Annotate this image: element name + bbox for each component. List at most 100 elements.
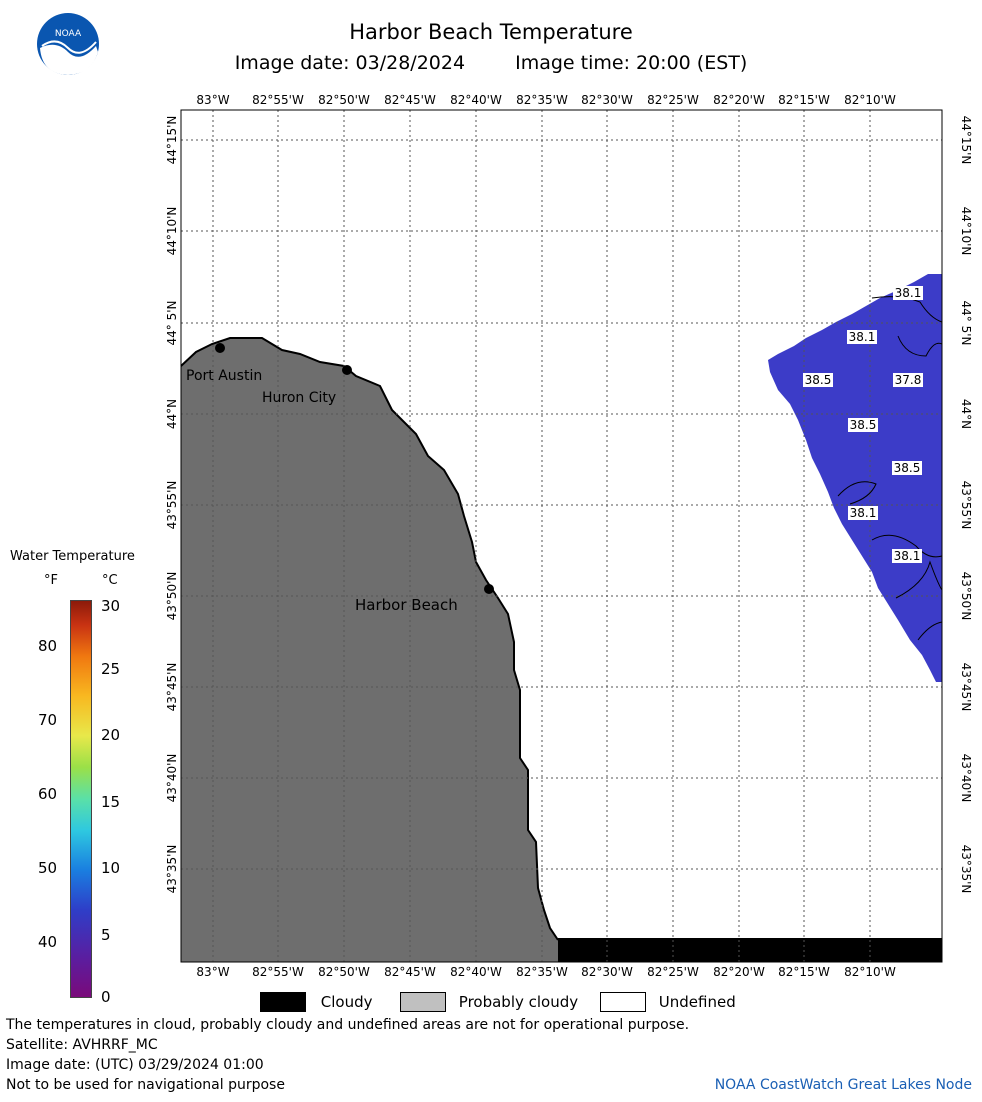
note-navigation: Not to be used for navigational purpose	[6, 1077, 285, 1093]
lat-label: 43°50'N	[165, 572, 179, 621]
lon-label: 82°40'W	[450, 965, 502, 979]
lat-label: 43°55'N	[959, 481, 973, 530]
lat-label: 44°15'N	[165, 116, 179, 165]
place-label-port-austin: Port Austin	[186, 368, 262, 384]
legend-probably-cloudy: Probably cloudy	[400, 992, 578, 1012]
lon-label: 82°50'W	[318, 93, 370, 107]
lon-label: 83°W	[196, 965, 229, 979]
temp-label: 38.5	[894, 461, 921, 475]
lat-label: 44° 5'N	[165, 301, 179, 346]
temp-label: 38.1	[895, 286, 922, 300]
legend-undefined: Undefined	[600, 992, 736, 1012]
f-label: 80	[38, 637, 58, 655]
legend-unit-f: °F	[44, 573, 58, 588]
page-title: Harbor Beach Temperature	[349, 20, 633, 44]
temperature-map: 83°W 82°55'W 82°50'W 82°45'W 82°40'W 82°…	[165, 93, 973, 979]
temp-label: 37.8	[895, 373, 922, 387]
lat-label: 43°45'N	[165, 663, 179, 712]
f-label: 70	[38, 711, 58, 729]
temp-label: 38.1	[850, 506, 877, 520]
temperature-labels: 38.1 38.1 38.5 37.8 38.5 38.5 38.1 38.1	[803, 286, 923, 563]
color-scale-bar	[70, 600, 92, 998]
lon-label: 82°35'W	[516, 93, 568, 107]
lat-label: 44° 5'N	[959, 301, 973, 346]
lon-label: 82°20'W	[713, 965, 765, 979]
lat-label: 44°10'N	[165, 207, 179, 256]
lon-label: 82°55'W	[252, 93, 304, 107]
lon-label: 82°50'W	[318, 965, 370, 979]
lat-labels-right: 44°15'N 44°10'N 44° 5'N 44°N 43°55'N 43°…	[959, 116, 973, 894]
lat-label: 43°45'N	[959, 663, 973, 712]
cloudy-label: Cloudy	[320, 992, 373, 1011]
lat-label: 44°15'N	[959, 116, 973, 165]
lat-label: 43°40'N	[165, 754, 179, 803]
coastline	[180, 337, 559, 941]
place-marker-harbor-beach	[484, 584, 494, 594]
image-date: Image date: 03/28/2024	[234, 52, 466, 74]
note-operational: The temperatures in cloud, probably clou…	[6, 1017, 690, 1033]
lat-labels-left: 44°15'N 44°10'N 44° 5'N 44°N 43°55'N 43°…	[165, 116, 179, 894]
c-label: 20	[101, 726, 121, 744]
lat-label: 43°55'N	[165, 481, 179, 530]
c-label: 5	[101, 926, 111, 944]
lon-label: 82°15'W	[778, 965, 830, 979]
lon-label: 83°W	[196, 93, 229, 107]
temp-label: 38.1	[849, 330, 876, 344]
temp-label: 38.5	[805, 373, 832, 387]
lon-label: 82°25'W	[647, 93, 699, 107]
graticule	[181, 110, 942, 962]
credit: NOAA CoastWatch Great Lakes Node	[714, 1077, 972, 1093]
probably-cloudy-swatch	[400, 992, 446, 1012]
c-label: 10	[101, 859, 121, 877]
undefined-label: Undefined	[658, 992, 736, 1011]
lat-label: 43°35'N	[959, 845, 973, 894]
lon-label: 82°15'W	[778, 93, 830, 107]
lon-label: 82°40'W	[450, 93, 502, 107]
f-label: 40	[38, 933, 58, 951]
place-marker-huron-city	[342, 365, 352, 375]
lon-label: 82°35'W	[516, 965, 568, 979]
lon-label: 82°45'W	[384, 93, 436, 107]
lat-label: 43°40'N	[959, 754, 973, 803]
lon-label: 82°30'W	[581, 965, 633, 979]
c-label: 25	[101, 660, 121, 678]
c-label: 30	[101, 597, 121, 615]
note-satellite: Satellite: AVHRRF_MC	[6, 1037, 158, 1053]
legend-cloudy: Cloudy	[260, 992, 373, 1012]
c-label: 15	[101, 793, 121, 811]
noaa-logo: NOAA	[37, 13, 99, 75]
lon-label: 82°30'W	[581, 93, 633, 107]
lon-label: 82°10'W	[844, 93, 896, 107]
image-time: Image time: 20:00 (EST)	[515, 52, 748, 74]
undefined-swatch	[600, 992, 646, 1012]
lat-label: 44°10'N	[959, 207, 973, 256]
probably-cloudy-label: Probably cloudy	[458, 992, 579, 1011]
place-label-harbor-beach: Harbor Beach	[355, 596, 458, 614]
legend-unit-c: °C	[102, 573, 118, 588]
lon-label: 82°10'W	[844, 965, 896, 979]
cloudy-area	[558, 938, 942, 962]
f-label: 60	[38, 785, 58, 803]
lon-label: 82°25'W	[647, 965, 699, 979]
legend-title: Water Temperature	[10, 549, 135, 564]
lon-label: 82°45'W	[384, 965, 436, 979]
lon-labels-top: 83°W 82°55'W 82°50'W 82°45'W 82°40'W 82°…	[196, 93, 896, 107]
lon-labels-bottom: 83°W 82°55'W 82°50'W 82°45'W 82°40'W 82°…	[196, 965, 896, 979]
lat-label: 43°50'N	[959, 572, 973, 621]
c-label: 0	[101, 988, 111, 1006]
temp-label: 38.1	[894, 549, 921, 563]
place-label-huron-city: Huron City	[262, 390, 336, 406]
temp-label: 38.5	[850, 418, 877, 432]
lon-label: 82°20'W	[713, 93, 765, 107]
place-marker-port-austin	[215, 343, 225, 353]
lat-label: 44°N	[165, 399, 179, 429]
image-datetime: Image date: 03/28/2024 Image time: 20:00…	[0, 52, 982, 74]
land-area	[181, 338, 558, 962]
cloudy-swatch	[260, 992, 306, 1012]
lat-label: 43°35'N	[165, 845, 179, 894]
note-utc-date: Image date: (UTC) 03/29/2024 01:00	[6, 1057, 264, 1073]
lat-label: 44°N	[959, 399, 973, 429]
f-label: 50	[38, 859, 58, 877]
noaa-logo-text: NOAA	[55, 29, 82, 39]
isotherms	[837, 296, 943, 641]
